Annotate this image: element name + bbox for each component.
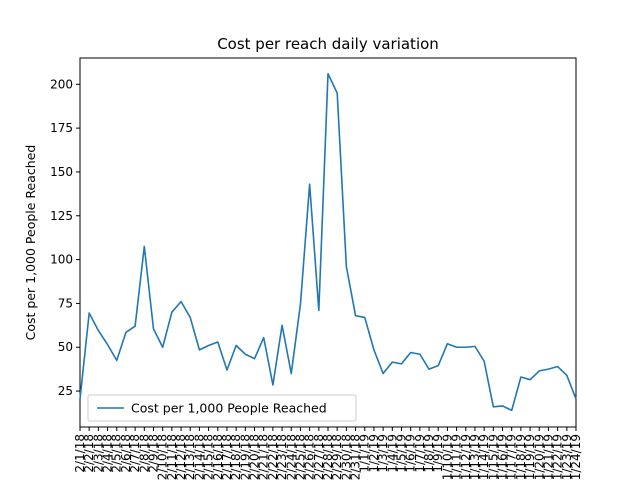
x-tick-label: 2/1/18 (73, 434, 87, 473)
x-tick-label: 2/21/18 (257, 434, 271, 480)
x-tick-label: 1/5/19 (394, 434, 408, 473)
y-tick-label: 125 (50, 209, 73, 223)
x-tick-label: 2/15/18 (202, 434, 216, 480)
x-tick-label: 2/8/18 (137, 434, 151, 473)
x-tick-label: 1/8/19 (422, 434, 436, 473)
x-tick-label: 1/10/19 (440, 434, 454, 480)
legend-label: Cost per 1,000 People Reached (131, 401, 327, 416)
y-tick-label: 100 (50, 253, 73, 267)
x-tick-label: 2/10/18 (156, 434, 170, 480)
x-tick-label: 2/27/18 (312, 434, 326, 480)
y-tick-label: 200 (50, 77, 73, 91)
y-tick-label: 75 (58, 296, 73, 310)
x-tick-label: 2/31/18 (349, 434, 363, 480)
x-tick-label: 2/28/18 (321, 434, 335, 480)
x-axis: 2/1/182/2/182/3/182/4/182/5/182/6/182/7/… (73, 427, 583, 480)
series-layer (79, 72, 577, 412)
x-tick-label: 2/25/18 (293, 434, 307, 480)
y-tick-label: 50 (58, 340, 73, 354)
x-tick-label: 1/13/19 (468, 434, 482, 480)
y-axis-title: Cost per 1,000 People Reached (23, 145, 38, 341)
x-tick-label: 2/26/18 (303, 434, 317, 480)
x-tick-label: 2/9/18 (146, 434, 160, 473)
x-tick-label: 1/3/19 (376, 434, 390, 473)
series-line (79, 72, 577, 412)
x-tick-label: 1/18/19 (514, 434, 528, 480)
x-tick-label: 1/22/19 (551, 434, 565, 480)
x-tick-label: 2/2/18 (82, 434, 96, 473)
x-tick-label: 1/16/19 (496, 434, 510, 480)
x-tick-label: 1/12/19 (459, 434, 473, 480)
x-tick-label: 2/20/18 (248, 434, 262, 480)
x-tick-label: 1/9/19 (431, 434, 445, 473)
x-tick-label: 2/19/18 (238, 434, 252, 480)
x-tick-label: 2/4/18 (101, 434, 115, 473)
x-tick-label: 2/16/18 (211, 434, 225, 480)
x-tick-label: 1/14/19 (477, 434, 491, 480)
chart-title: Cost per reach daily variation (217, 35, 439, 53)
x-tick-label: 2/30/18 (339, 434, 353, 480)
x-tick-label: 2/6/18 (119, 434, 133, 473)
x-tick-label: 2/3/18 (91, 434, 105, 473)
y-tick-label: 175 (50, 121, 73, 135)
x-tick-label: 1/2/19 (367, 434, 381, 473)
x-tick-label: 2/22/18 (266, 434, 280, 480)
x-tick-label: 1/17/19 (505, 434, 519, 480)
x-tick-label: 1/19/19 (523, 434, 537, 480)
x-tick-label: 2/18/18 (229, 434, 243, 480)
x-tick-label: 2/24/18 (284, 434, 298, 480)
x-tick-label: 2/11/18 (165, 434, 179, 480)
x-tick-label: 2/13/18 (183, 434, 197, 480)
y-tick-label: 150 (50, 165, 73, 179)
x-tick-label: 2/29/18 (330, 434, 344, 480)
x-tick-label: 2/17/18 (220, 434, 234, 480)
plot-area (79, 57, 577, 428)
x-tick-label: 1/11/19 (450, 434, 464, 480)
x-tick-label: 2/14/18 (192, 434, 206, 480)
legend-box (87, 394, 357, 422)
y-axis: 25 50 75 100 125 150 175 200 (50, 77, 80, 398)
x-tick-label: 1/21/19 (541, 434, 555, 480)
x-tick-label: 1/6/19 (404, 434, 418, 473)
legend: Cost per 1,000 People Reached (87, 394, 357, 422)
x-tick-label: 2/12/18 (174, 434, 188, 480)
x-tick-label: 2/5/18 (110, 434, 124, 473)
x-tick-label: 2/23/18 (275, 434, 289, 480)
x-tick-label: 1/15/19 (486, 434, 500, 480)
x-tick-label: 1/7/19 (413, 434, 427, 473)
x-tick-label: 1/23/19 (560, 434, 574, 480)
x-tick-label: 1/20/19 (532, 434, 546, 480)
x-tick-label: 1/4/19 (385, 434, 399, 473)
x-tick-label: 1/24/19 (569, 434, 583, 480)
x-tick-label: 2/7/18 (128, 434, 142, 473)
y-tick-label: 25 (58, 384, 73, 398)
x-tick-label: 1/1/19 (358, 434, 372, 473)
